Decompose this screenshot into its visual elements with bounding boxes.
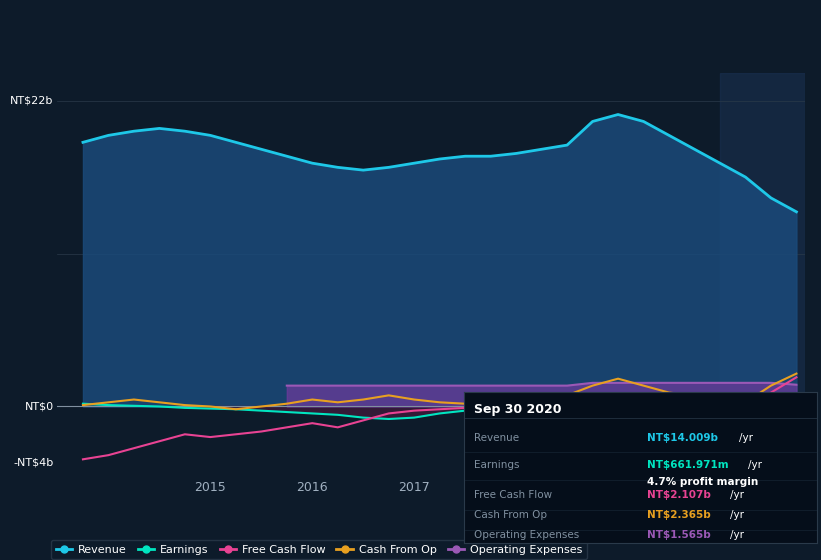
Text: Free Cash Flow: Free Cash Flow [475,491,553,500]
Text: NT$22b: NT$22b [11,96,53,106]
Legend: Revenue, Earnings, Free Cash Flow, Cash From Op, Operating Expenses: Revenue, Earnings, Free Cash Flow, Cash … [51,540,587,559]
Text: /yr: /yr [748,460,762,470]
Bar [720,73,805,476]
Text: Operating Expenses: Operating Expenses [475,530,580,540]
Text: NT$1.565b: NT$1.565b [648,530,711,540]
Text: Sep 30 2020: Sep 30 2020 [475,403,562,416]
Text: NT$661.971m: NT$661.971m [648,460,729,470]
Text: NT$2.107b: NT$2.107b [648,491,711,500]
Text: NT$2.365b: NT$2.365b [648,510,711,520]
Text: Earnings: Earnings [475,460,520,470]
Text: Cash From Op: Cash From Op [475,510,548,520]
Text: NT$14.009b: NT$14.009b [648,433,718,443]
Text: Revenue: Revenue [475,433,520,443]
Text: /yr: /yr [731,530,745,540]
Text: 4.7% profit margin: 4.7% profit margin [648,477,759,487]
Text: /yr: /yr [739,433,753,443]
Text: NT$0: NT$0 [25,402,53,412]
Text: -NT$4b: -NT$4b [13,457,53,467]
Text: /yr: /yr [731,510,745,520]
Text: /yr: /yr [731,491,745,500]
